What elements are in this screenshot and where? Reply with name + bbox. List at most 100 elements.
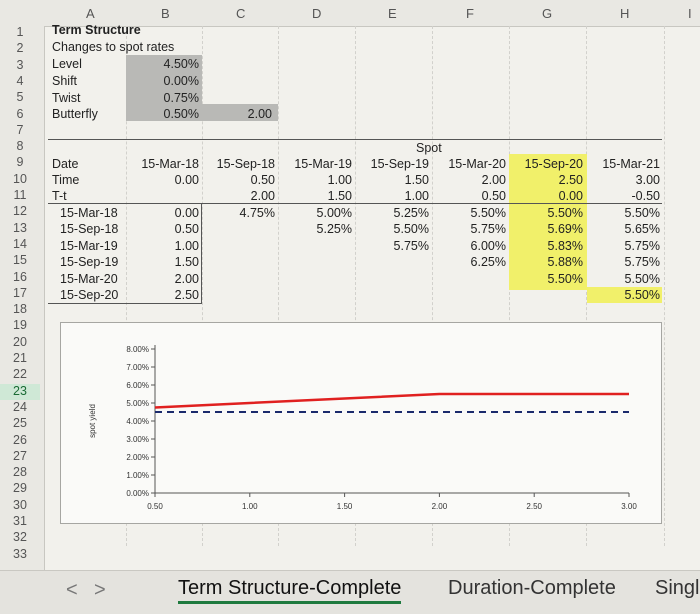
col-header-d[interactable]: D — [312, 6, 322, 21]
time-values-cell[interactable]: 2.00 — [481, 173, 506, 187]
spot-header[interactable]: Spot — [416, 141, 442, 155]
header-dates-cell[interactable]: 15-Sep-19 — [370, 157, 429, 171]
table-row-tt[interactable]: 0.00 — [174, 206, 199, 220]
col-header-i[interactable]: I — [688, 6, 692, 21]
prev-sheet-button[interactable]: < — [66, 579, 78, 601]
table-cell[interactable]: 5.50% — [470, 206, 506, 220]
table-row-date[interactable]: 15-Mar-19 — [60, 238, 118, 253]
tt-values-cell[interactable]: -0.50 — [631, 189, 661, 203]
row-header-1[interactable]: 1 — [16, 25, 24, 39]
table-cell[interactable]: 5.00% — [316, 206, 352, 220]
time-values-cell[interactable]: 1.00 — [327, 173, 352, 187]
table-cell[interactable]: 5.69% — [547, 222, 583, 237]
col-header-b[interactable]: B — [161, 6, 170, 21]
tt-values-cell[interactable]: 1.00 — [404, 189, 429, 203]
header-dates-cell[interactable]: 15-Mar-21 — [602, 157, 660, 171]
table-cell[interactable]: 5.50% — [624, 288, 660, 302]
table-cell[interactable]: 5.75% — [393, 238, 429, 253]
table-row-tt[interactable]: 1.50 — [174, 255, 199, 270]
col-header-h[interactable]: H — [620, 6, 630, 21]
table-cell[interactable]: 4.75% — [239, 206, 275, 220]
row-header-31[interactable]: 31 — [13, 514, 27, 528]
sheet-title[interactable]: Term Structure — [52, 23, 141, 37]
tt-values-cell[interactable]: 0.50 — [481, 189, 506, 203]
tab-term-structure-complete[interactable]: Term Structure-Complete — [178, 577, 402, 604]
row-header-29[interactable]: 29 — [13, 481, 27, 496]
col-header-g[interactable]: G — [542, 6, 553, 21]
param-label-butterfly[interactable]: Butterfly — [52, 107, 98, 121]
time-values-cell[interactable]: 0.00 — [174, 173, 199, 187]
row-header-18[interactable]: 18 — [13, 302, 27, 317]
table-cell[interactable]: 5.75% — [624, 238, 660, 253]
param-value-butterfly[interactable]: 0.50% — [163, 107, 199, 121]
table-cell[interactable]: 5.75% — [470, 222, 506, 237]
row-header-30[interactable]: 30 — [13, 497, 27, 512]
param-label-level[interactable]: Level — [52, 57, 82, 71]
tt-label[interactable]: T-t — [52, 189, 67, 203]
table-cell[interactable]: 5.50% — [393, 222, 429, 237]
table-cell[interactable]: 5.50% — [547, 206, 583, 220]
sheet-subtitle[interactable]: Changes to spot rates — [52, 40, 175, 54]
table-cell[interactable]: 6.25% — [470, 255, 506, 270]
table-cell[interactable]: 5.50% — [624, 206, 660, 220]
row-header-12[interactable]: 12 — [13, 204, 27, 219]
row-header-8[interactable]: 8 — [16, 139, 24, 154]
row-header-32[interactable]: 32 — [13, 530, 27, 545]
table-cell[interactable]: 5.88% — [547, 255, 583, 270]
row-header-21[interactable]: 21 — [13, 351, 27, 365]
time-values-cell[interactable]: 3.00 — [635, 173, 660, 187]
time-values-cell[interactable]: 0.50 — [250, 173, 275, 187]
time-label[interactable]: Time — [52, 173, 80, 187]
row-header-10[interactable]: 10 — [13, 171, 27, 186]
col-header-f[interactable]: F — [466, 6, 474, 21]
param-extra-butterfly[interactable]: 2.00 — [247, 107, 272, 121]
header-dates-cell[interactable]: 15-Sep-20 — [524, 157, 583, 171]
row-header-20[interactable]: 20 — [13, 334, 27, 349]
row-header-27[interactable]: 27 — [13, 448, 27, 463]
row-header-33[interactable]: 33 — [13, 546, 27, 561]
col-header-a[interactable]: A — [86, 6, 95, 21]
next-sheet-button[interactable]: > — [94, 579, 106, 601]
spot-yield-chart[interactable]: 0.00% 1.00% 2.00% 3.00% 4.00% 5.00% 6.00% 7.00%… — [60, 322, 662, 535]
row-header-22[interactable]: 22 — [13, 367, 27, 382]
table-cell[interactable]: 5.83% — [547, 238, 583, 253]
table-cell[interactable]: 5.25% — [316, 222, 352, 237]
table-row-tt[interactable]: 2.50 — [174, 288, 199, 302]
col-header-c[interactable]: C — [236, 6, 246, 21]
col-header-e[interactable]: E — [388, 6, 397, 21]
table-cell[interactable]: 6.00% — [470, 238, 506, 253]
row-header-9[interactable]: 9 — [16, 155, 24, 170]
param-label-twist[interactable]: Twist — [52, 91, 81, 105]
spreadsheet-grid[interactable]: A B C D E F G H I 1 2 3 4 5 6 7 8 9 10 11 12 13 14 15 1… — [0, 0, 700, 570]
tab-single[interactable]: Singl — [655, 577, 700, 599]
tt-values-cell[interactable]: 0.00 — [558, 189, 583, 203]
row-header-13[interactable]: 13 — [13, 220, 27, 235]
table-cell[interactable]: 5.25% — [393, 206, 429, 220]
param-label-shift[interactable]: Shift — [52, 74, 78, 88]
time-values-cell[interactable]: 2.50 — [558, 173, 583, 187]
table-cell[interactable]: 5.75% — [624, 255, 660, 270]
row-header-11[interactable]: 11 — [13, 188, 27, 202]
table-cell[interactable]: 5.50% — [547, 271, 583, 286]
header-dates-cell[interactable]: 15-Sep-18 — [216, 157, 275, 171]
tab-duration-complete[interactable]: Duration-Complete — [448, 577, 616, 599]
table-row-date[interactable]: 15-Mar-18 — [60, 206, 118, 220]
time-values-cell[interactable]: 1.50 — [404, 173, 429, 187]
row-header-3[interactable]: 3 — [16, 57, 24, 72]
row-header-4[interactable]: 4 — [16, 73, 24, 88]
header-dates-cell[interactable]: 15-Mar-20 — [448, 157, 506, 171]
table-cell[interactable]: 5.50% — [624, 271, 660, 286]
row-header-19[interactable]: 19 — [13, 318, 27, 333]
row-header-7[interactable]: 7 — [16, 122, 24, 137]
row-header-14[interactable]: 14 — [13, 236, 27, 251]
table-cell[interactable]: 5.65% — [624, 222, 660, 237]
date-label[interactable]: Date — [52, 157, 79, 171]
tt-values-cell[interactable]: 2.00 — [250, 189, 275, 203]
row-header-26[interactable]: 26 — [13, 432, 27, 447]
row-header-2[interactable]: 2 — [16, 41, 24, 56]
table-row-date[interactable]: 15-Sep-18 — [60, 222, 119, 237]
table-row-tt[interactable]: 2.00 — [174, 271, 199, 286]
table-row-tt[interactable]: 0.50 — [174, 222, 199, 237]
param-value-twist[interactable]: 0.75% — [163, 91, 199, 105]
row-header-16[interactable]: 16 — [13, 269, 27, 284]
